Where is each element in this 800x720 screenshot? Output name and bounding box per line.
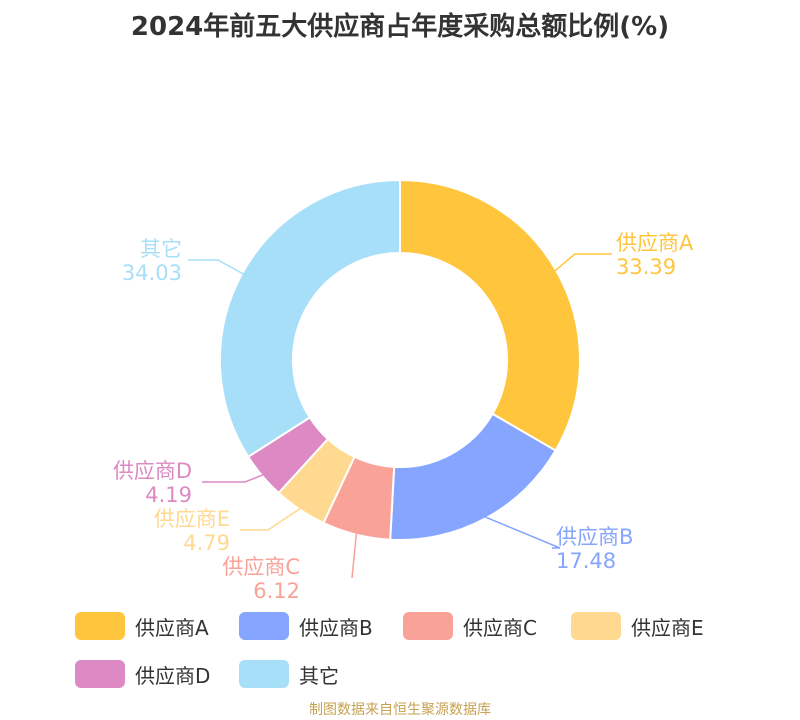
leader-line-1 [484, 515, 561, 549]
slice-5[interactable] [219, 178, 401, 459]
leader-line-0 [553, 253, 612, 272]
legend-item-2[interactable]: 供应商C [403, 608, 571, 644]
legend-swatch [571, 612, 621, 640]
legend-item-0[interactable]: 供应商A [75, 608, 239, 644]
slice-label-3: 供应商E [154, 507, 230, 531]
leader-line-5 [188, 259, 245, 276]
legend-swatch [75, 660, 125, 688]
slice-value-2: 6.12 [253, 579, 300, 600]
legend-item-5[interactable]: 其它 [239, 656, 403, 692]
leader-line-2 [351, 532, 358, 579]
slices-layer [219, 178, 581, 541]
slice-value-4: 4.19 [145, 483, 192, 507]
legend-item-1[interactable]: 供应商B [239, 608, 403, 644]
slice-value-5: 34.03 [122, 261, 182, 285]
leader-line-3 [240, 507, 302, 531]
slice-value-1: 17.48 [556, 549, 616, 573]
slice-value-3: 4.79 [183, 531, 230, 555]
legend-swatch [239, 612, 289, 640]
legend: 供应商A 供应商B 供应商C 供应商E 供应商D 其它 [75, 608, 775, 692]
slice-0[interactable] [399, 178, 581, 452]
slice-label-0: 供应商A [616, 231, 694, 255]
legend-item-3[interactable]: 供应商E [571, 608, 735, 644]
slice-value-0: 33.39 [616, 255, 676, 279]
source-note: 制图数据来自恒生聚源数据库 [309, 702, 491, 718]
leader-line-4 [202, 473, 265, 483]
legend-label: 其它 [299, 663, 339, 688]
slice-label-2: 供应商C [222, 555, 300, 579]
chart-title: 2024年前五大供应商占年度采购总额比例(%) [130, 12, 670, 42]
legend-item-4[interactable]: 供应商D [75, 656, 239, 692]
slice-label-5: 其它 [140, 237, 182, 261]
legend-label: 供应商C [463, 615, 537, 640]
legend-label: 供应商B [299, 615, 373, 640]
legend-swatch [75, 612, 125, 640]
slice-label-4: 供应商D [113, 459, 192, 483]
slice-label-1: 供应商B [556, 525, 633, 549]
legend-swatch [239, 660, 289, 688]
legend-label: 供应商A [135, 615, 209, 640]
legend-swatch [403, 612, 453, 640]
legend-label: 供应商E [631, 615, 704, 640]
legend-label: 供应商D [135, 663, 211, 688]
